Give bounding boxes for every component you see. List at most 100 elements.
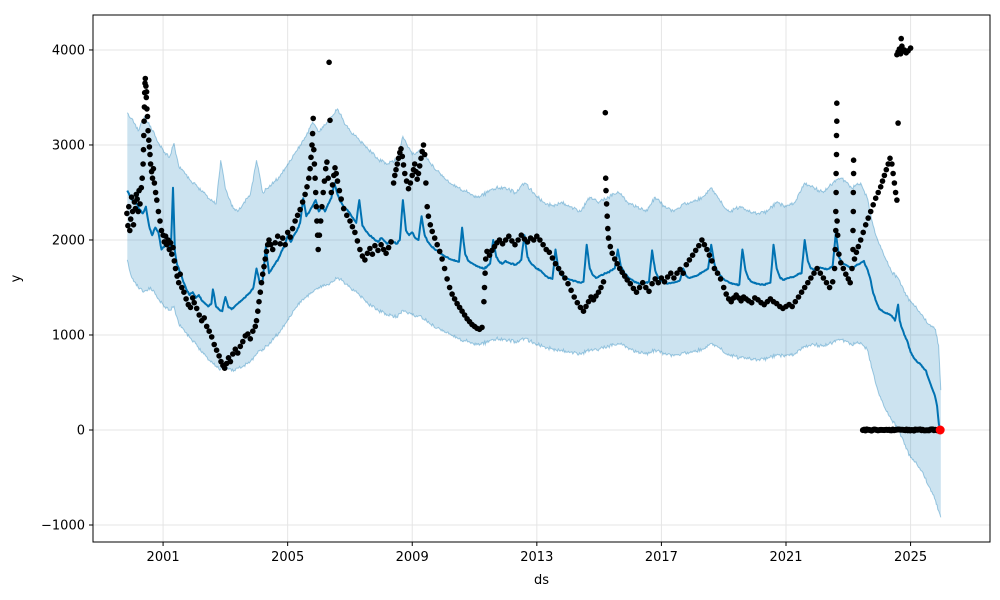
observed-point <box>808 275 814 281</box>
observed-point <box>143 83 149 89</box>
observed-point <box>405 185 412 192</box>
observed-point <box>230 351 236 357</box>
observed-point <box>674 270 680 277</box>
observed-point <box>831 265 838 272</box>
observed-point <box>277 241 284 247</box>
observed-point <box>259 271 266 278</box>
observed-point <box>889 161 895 167</box>
observed-point <box>333 170 340 177</box>
observed-point <box>307 165 313 172</box>
observed-point <box>416 163 423 169</box>
y-tick-label: 4000 <box>52 44 85 59</box>
observed-point <box>421 151 428 158</box>
observed-point <box>147 151 153 158</box>
observed-point <box>272 240 279 246</box>
observed-point <box>289 225 296 232</box>
observed-point <box>795 294 802 300</box>
observed-point <box>167 240 174 246</box>
observed-point <box>299 199 306 205</box>
observed-point <box>530 237 537 243</box>
observed-point <box>292 218 298 224</box>
observed-point <box>390 180 397 186</box>
observed-point <box>537 237 543 243</box>
observed-point <box>833 151 840 158</box>
observed-point <box>302 191 308 198</box>
observed-point <box>898 35 904 42</box>
observed-point <box>689 252 696 258</box>
observed-point <box>879 178 886 184</box>
observed-point <box>315 246 322 253</box>
observed-point <box>451 296 458 302</box>
observed-point <box>349 223 356 230</box>
observed-point <box>310 115 317 122</box>
observed-point <box>686 257 693 263</box>
observed-point <box>892 189 899 196</box>
observed-point <box>598 284 604 291</box>
observed-point <box>203 323 210 330</box>
observed-point <box>820 275 827 281</box>
observed-point <box>558 270 565 277</box>
observed-point <box>322 165 329 172</box>
observed-point <box>843 271 849 278</box>
observed-point <box>867 208 874 215</box>
observed-point <box>577 304 584 311</box>
observed-point <box>865 215 871 221</box>
observed-point <box>126 203 132 210</box>
observed-point <box>834 100 840 106</box>
observed-point <box>208 334 215 340</box>
observed-point <box>834 232 841 238</box>
observed-point <box>364 250 371 257</box>
observed-point <box>829 279 836 285</box>
observed-point <box>206 328 212 335</box>
observed-point <box>313 203 320 210</box>
observed-point <box>141 132 147 139</box>
observed-point <box>847 279 853 286</box>
observed-point <box>540 241 546 248</box>
observed-point <box>838 260 844 266</box>
observed-point <box>154 197 160 203</box>
observed-point <box>237 343 244 350</box>
observed-point <box>274 233 281 239</box>
observed-point <box>147 161 154 167</box>
observed-point <box>611 256 618 262</box>
observed-point <box>140 161 146 167</box>
observed-point <box>142 75 149 82</box>
observed-point <box>407 180 414 186</box>
observed-point <box>895 120 901 126</box>
observed-point <box>325 175 332 181</box>
observed-point <box>711 265 718 272</box>
observed-point <box>157 218 163 224</box>
observed-point <box>127 216 134 222</box>
observed-point <box>321 178 328 184</box>
observed-point <box>352 229 358 236</box>
observed-point <box>887 155 893 162</box>
observed-point <box>431 235 438 241</box>
uncertainty-band-upper-edge <box>126 108 942 391</box>
observed-point <box>344 212 350 219</box>
observed-point <box>261 263 267 270</box>
observed-point <box>309 142 315 148</box>
observed-point <box>850 227 856 234</box>
observed-point <box>320 189 327 196</box>
observed-point <box>140 146 147 153</box>
observed-point <box>139 175 145 181</box>
observed-point <box>446 284 453 291</box>
observed-point <box>279 235 286 241</box>
observed-point <box>481 298 487 305</box>
observed-point <box>583 303 589 310</box>
observed-point <box>840 265 847 272</box>
observed-point <box>400 162 407 168</box>
observed-point <box>643 284 649 291</box>
observed-point <box>393 166 399 173</box>
observed-point <box>789 303 795 310</box>
observed-point <box>169 251 175 257</box>
axes-spines <box>92 14 991 543</box>
observed-point <box>696 242 702 249</box>
x-tick-label: 2021 <box>769 550 802 565</box>
observed-point <box>221 365 228 372</box>
observed-point <box>817 270 824 277</box>
observed-point <box>294 212 301 219</box>
observed-point <box>143 89 150 95</box>
observed-point <box>649 280 655 287</box>
observed-point <box>555 265 562 272</box>
